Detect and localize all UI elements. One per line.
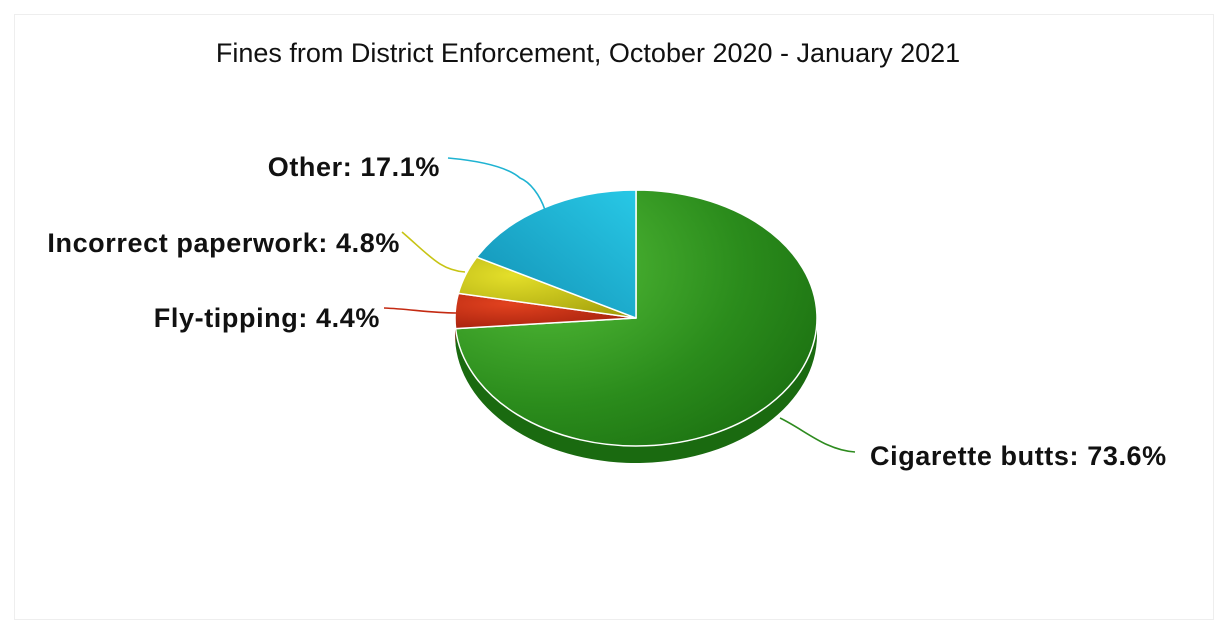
leader-line-incorrect-paperwork [401, 231, 466, 273]
slice-label-other: Other: 17.1% [268, 152, 440, 182]
leader-line-cigarette-butts [779, 417, 856, 453]
chart-title: Fines from District Enforcement, October… [216, 38, 960, 68]
slice-other[interactable] [476, 189, 637, 319]
slice-label-fly-tipping: Fly-tipping: 4.4% [154, 303, 380, 333]
leader-line-other [447, 157, 546, 211]
slice-label-incorrect-paperwork: Incorrect paperwork: 4.8% [47, 228, 400, 258]
pie-slices [454, 189, 818, 447]
leader-lines [383, 157, 856, 453]
leader-line-fly-tipping [383, 307, 457, 314]
slice-label-cigarette-butts: Cigarette butts: 73.6% [870, 441, 1167, 471]
